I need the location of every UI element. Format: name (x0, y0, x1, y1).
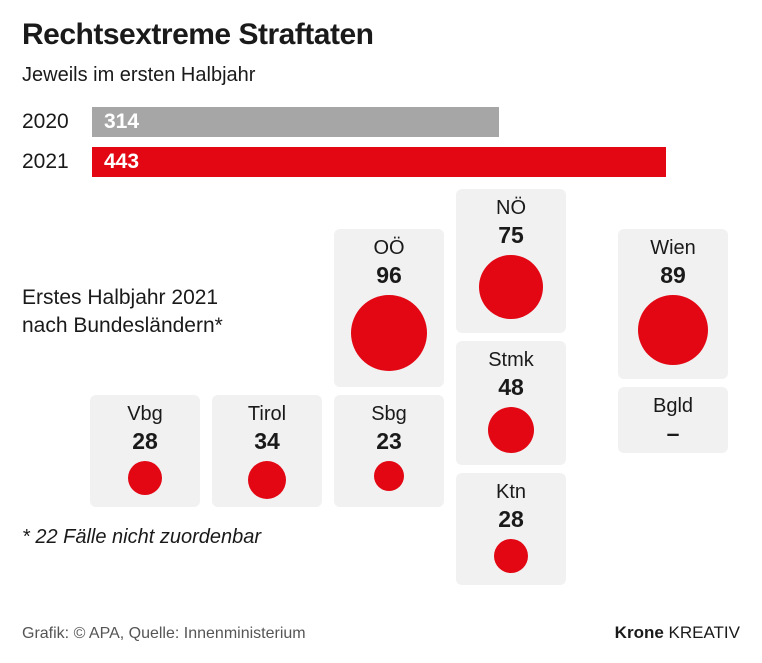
region-card-ooe: OÖ96 (334, 229, 444, 387)
bar-track: 314 (92, 107, 740, 137)
region-value: 48 (456, 374, 566, 401)
region-value: 96 (334, 262, 444, 289)
region-card-vbg: Vbg28 (90, 395, 200, 507)
region-name: Vbg (90, 403, 200, 426)
region-circle (128, 461, 162, 495)
credit-brand-rest: KREATIV (664, 623, 740, 642)
bar-year-label: 2021 (22, 150, 92, 174)
bar-value: 443 (104, 150, 139, 174)
region-name: Tirol (212, 403, 322, 426)
region-card-sbg: Sbg23 (334, 395, 444, 507)
bar-fill: 443 (92, 147, 666, 177)
map-label-line2: nach Bundesländern* (22, 314, 223, 337)
region-circle (374, 461, 404, 491)
region-circle (488, 407, 534, 453)
region-name: OÖ (334, 237, 444, 260)
region-name: Stmk (456, 349, 566, 372)
region-value: 34 (212, 428, 322, 455)
credit-brand: Krone KREATIV (615, 623, 740, 643)
region-circle (248, 461, 286, 499)
region-circle (494, 539, 528, 573)
region-card-noe: NÖ75 (456, 189, 566, 333)
region-value: 28 (90, 428, 200, 455)
region-circle (638, 295, 708, 365)
region-name: Wien (618, 237, 728, 260)
bar-year-label: 2020 (22, 110, 92, 134)
region-name: NÖ (456, 197, 566, 220)
bar-fill: 314 (92, 107, 499, 137)
region-card-bgld: Bgld– (618, 387, 728, 453)
chart-title: Rechtsextreme Straftaten (22, 18, 740, 52)
bar-track: 443 (92, 147, 740, 177)
bar-value: 314 (104, 110, 139, 134)
bar-row: 2020 314 (22, 105, 740, 139)
region-value: – (618, 420, 728, 447)
region-card-stmk: Stmk48 (456, 341, 566, 465)
region-circle (479, 255, 543, 319)
region-card-ktn: Ktn28 (456, 473, 566, 585)
map-section-label: Erstes Halbjahr 2021 nach Bundesländern* (22, 284, 223, 341)
bar-chart: 2020 314 2021 443 (22, 105, 740, 179)
region-circle (351, 295, 427, 371)
credit-source: Grafik: © APA, Quelle: Innenministerium (22, 625, 306, 643)
region-card-tirol: Tirol34 (212, 395, 322, 507)
region-value: 89 (618, 262, 728, 289)
region-name: Sbg (334, 403, 444, 426)
region-value: 75 (456, 222, 566, 249)
map-label-line1: Erstes Halbjahr 2021 (22, 286, 218, 309)
credit-brand-bold: Krone (615, 623, 664, 642)
bar-row: 2021 443 (22, 145, 740, 179)
region-card-wien: Wien89 (618, 229, 728, 379)
footer: Grafik: © APA, Quelle: Innenministerium … (22, 623, 740, 643)
region-value: 28 (456, 506, 566, 533)
chart-subtitle: Jeweils im ersten Halbjahr (22, 64, 740, 87)
region-value: 23 (334, 428, 444, 455)
region-map: Erstes Halbjahr 2021 nach Bundesländern*… (22, 189, 740, 559)
region-name: Bgld (618, 395, 728, 418)
footnote: * 22 Fälle nicht zuordenbar (22, 526, 261, 549)
region-name: Ktn (456, 481, 566, 504)
